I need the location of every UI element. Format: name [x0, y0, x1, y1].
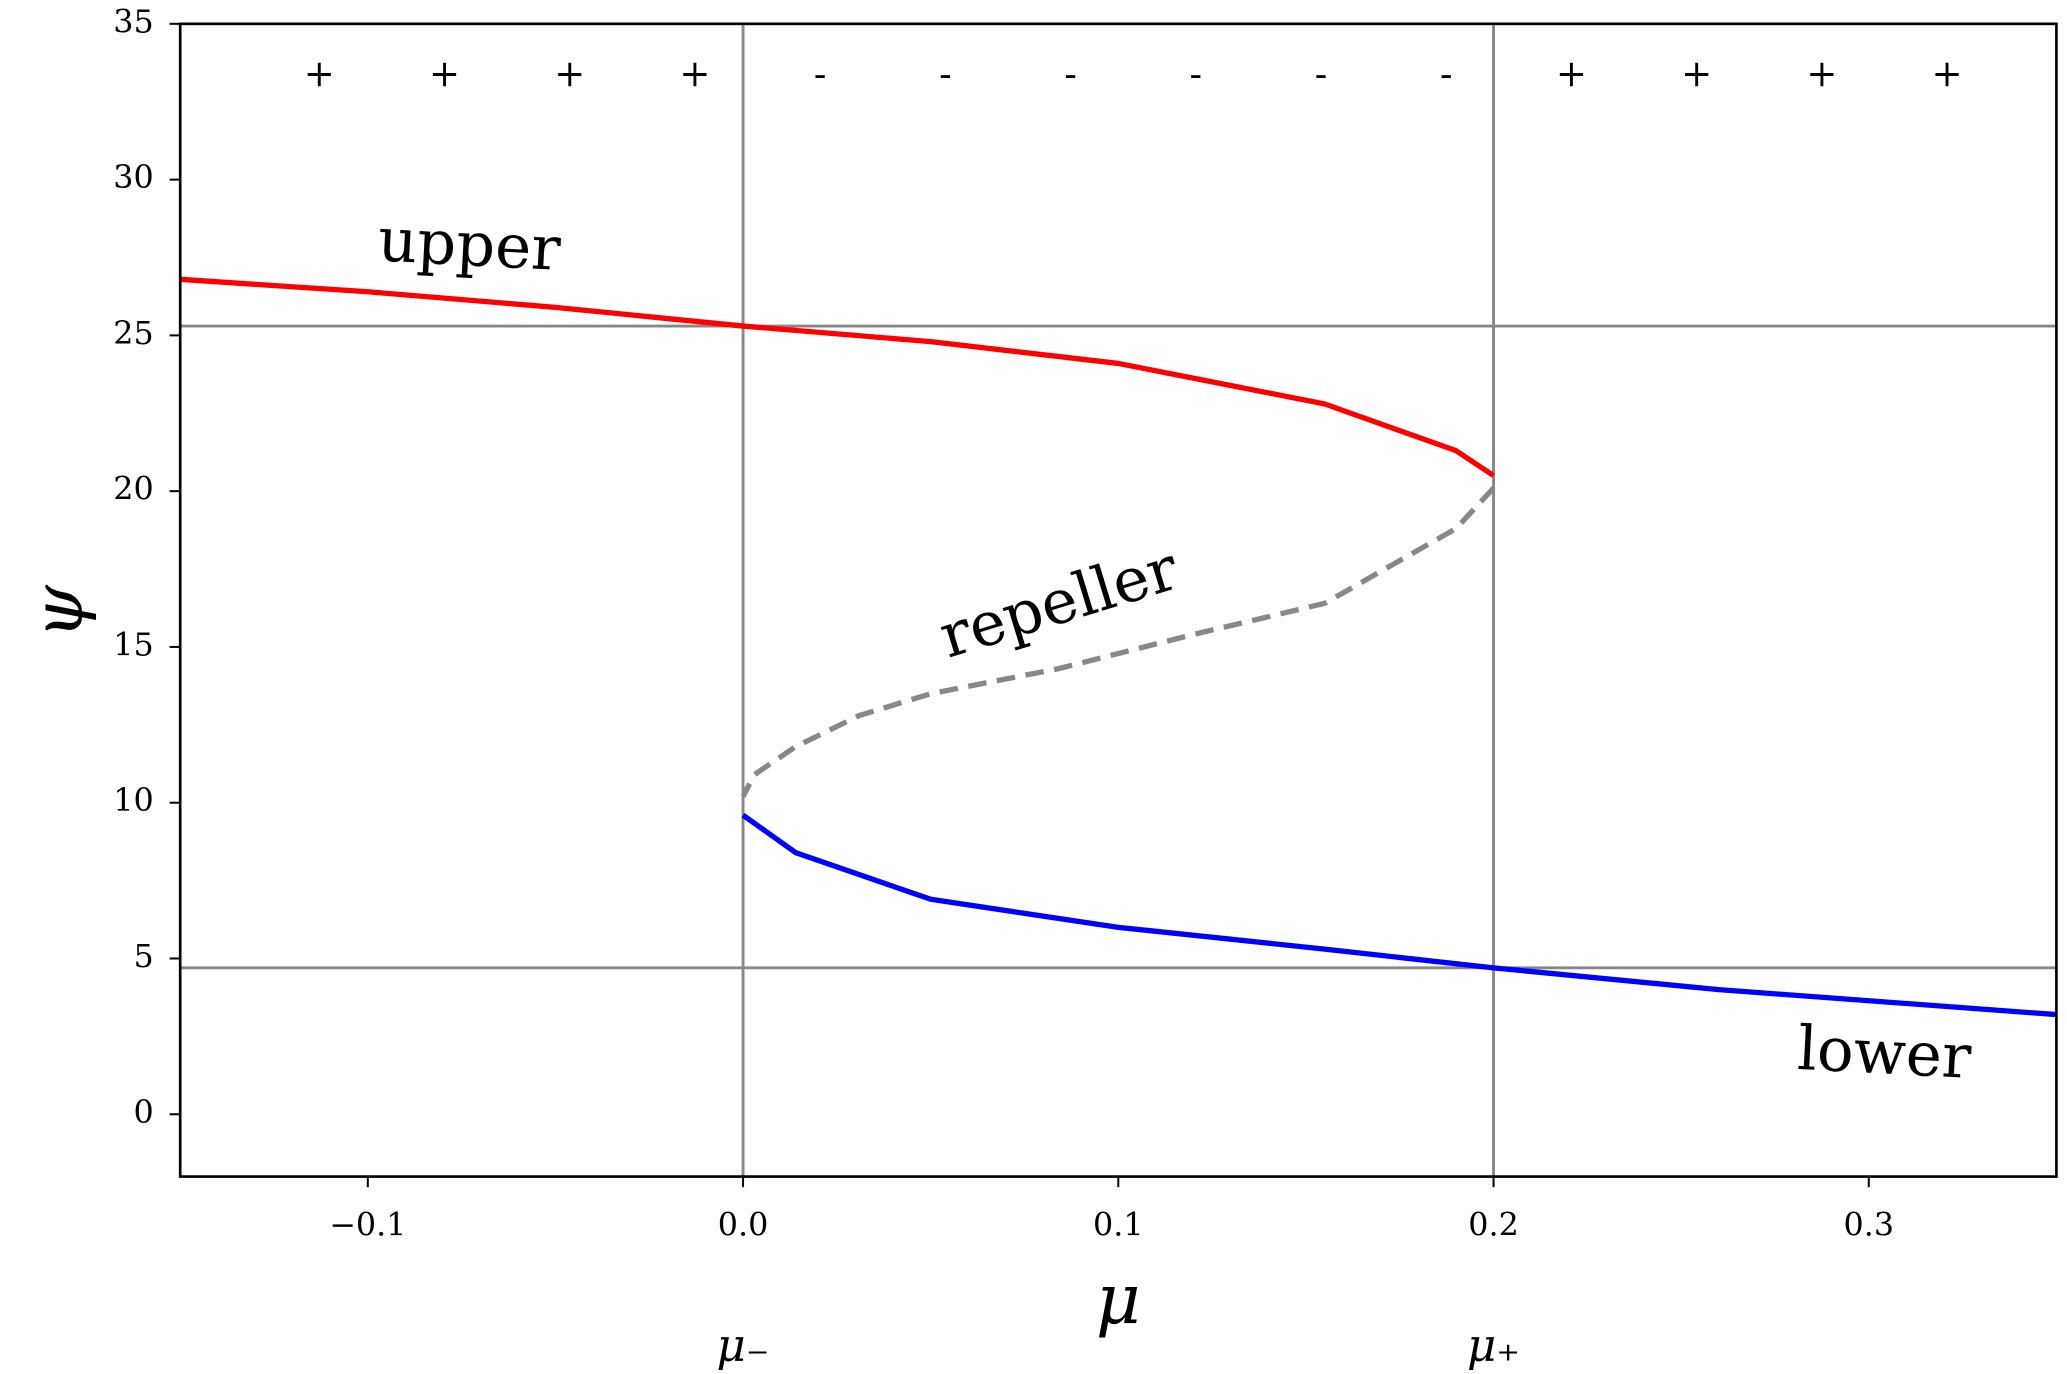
reference-label: μ₋: [717, 1318, 770, 1371]
y-tick-label: 15: [113, 626, 153, 663]
sign: +: [554, 52, 585, 95]
series-label: repeller: [931, 533, 1186, 673]
sign: +: [1806, 52, 1837, 95]
series-label: lower: [1796, 1013, 1974, 1093]
sign: -: [1190, 52, 1203, 95]
sign: +: [1681, 52, 1712, 95]
series-label: upper: [376, 204, 563, 285]
sign: -: [1440, 52, 1453, 95]
x-tick-label: −0.1: [329, 1206, 406, 1243]
sign: -: [939, 52, 952, 95]
x-tick-label: 0.3: [1844, 1206, 1895, 1243]
sign: +: [1932, 52, 1963, 95]
y-tick-label: 30: [113, 159, 153, 196]
x-tick-label: 0.1: [1093, 1206, 1144, 1243]
y-axis-label: ψ: [19, 584, 99, 639]
y-tick-label: 10: [113, 782, 153, 819]
sign: +: [679, 52, 710, 95]
sign: +: [304, 52, 335, 95]
series-line: [180, 276, 1496, 478]
sign: +: [429, 52, 460, 95]
series-line: [741, 813, 2057, 1018]
series-line: [740, 486, 1496, 798]
sign: +: [1556, 52, 1587, 95]
sign: -: [1315, 52, 1328, 95]
y-tick-label: 20: [113, 471, 153, 508]
reference-label: μ₊: [1467, 1318, 1520, 1371]
y-tick-label: 0: [133, 1094, 153, 1131]
x-tick-label: 0.2: [1468, 1206, 1519, 1243]
y-tick-label: 35: [113, 3, 153, 40]
y-tick-label: 25: [113, 315, 153, 352]
x-axis-label: μ: [1096, 1260, 1141, 1340]
sign: -: [1064, 52, 1077, 95]
y-tick-label: 5: [133, 938, 153, 975]
sign: -: [814, 52, 827, 95]
x-tick-label: 0.0: [718, 1206, 769, 1243]
